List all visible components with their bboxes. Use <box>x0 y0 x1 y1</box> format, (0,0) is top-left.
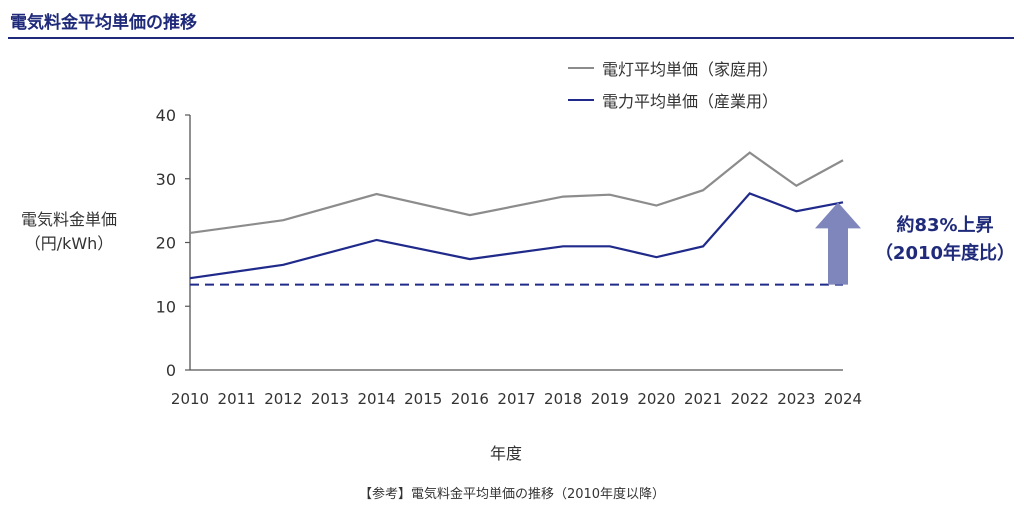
y-tick-label: 0 <box>166 361 176 380</box>
legend-item-industrial: 電力平均単価（産業用） <box>568 84 778 116</box>
x-tick-label: 2010 <box>171 390 209 408</box>
x-tick-label: 2018 <box>544 390 582 408</box>
legend-label: 電力平均単価（産業用） <box>602 92 779 111</box>
x-tick-label: 2020 <box>637 390 675 408</box>
caption: 【参考】電気料金平均単価の推移（2010年度以降） <box>358 487 666 502</box>
y-axis-label: 電気料金単価 （円/kWh） <box>14 208 124 256</box>
x-tick-label: 2014 <box>357 390 395 408</box>
y-tick-label: 20 <box>156 234 176 253</box>
legend-swatch-navy <box>568 99 594 101</box>
y-tick-label: 40 <box>156 106 176 125</box>
x-tick-label: 2019 <box>591 390 629 408</box>
x-tick-label: 2024 <box>824 390 862 408</box>
up-arrow-icon <box>815 202 861 285</box>
increase-annotation: 約83%上昇 （2010年度比） <box>870 212 1020 268</box>
x-tick-label: 2011 <box>218 390 256 408</box>
series-line-industrial <box>189 192 844 280</box>
title-underline <box>8 37 1014 39</box>
annotation-line2: （2010年度比） <box>874 243 1016 264</box>
legend-item-residential: 電灯平均単価（家庭用） <box>568 52 778 84</box>
series-line-residential <box>189 151 844 235</box>
x-tick-label: 2013 <box>311 390 349 408</box>
page-title: 電気料金平均単価の推移 <box>10 13 197 33</box>
x-tick-label: 2015 <box>404 390 442 408</box>
y-tick-label: 10 <box>156 297 176 316</box>
legend-swatch-gray <box>568 67 594 69</box>
y-axis-label-line1: 電気料金単価 <box>20 210 117 229</box>
x-axis-label: 年度 <box>490 444 523 463</box>
x-tick-label: 2012 <box>264 390 302 408</box>
legend-label: 電灯平均単価（家庭用） <box>602 60 779 79</box>
annotation-line1: 約83%上昇 <box>896 215 994 236</box>
x-tick-label: 2022 <box>731 390 769 408</box>
x-tick-label: 2017 <box>497 390 535 408</box>
x-tick-label: 2021 <box>684 390 722 408</box>
x-tick-label: 2016 <box>451 390 489 408</box>
y-tick-label: 30 <box>156 170 176 189</box>
y-axis-label-line2: （円/kWh） <box>24 234 114 253</box>
x-tick-label: 2023 <box>777 390 815 408</box>
legend: 電灯平均単価（家庭用） 電力平均単価（産業用） <box>568 52 778 116</box>
